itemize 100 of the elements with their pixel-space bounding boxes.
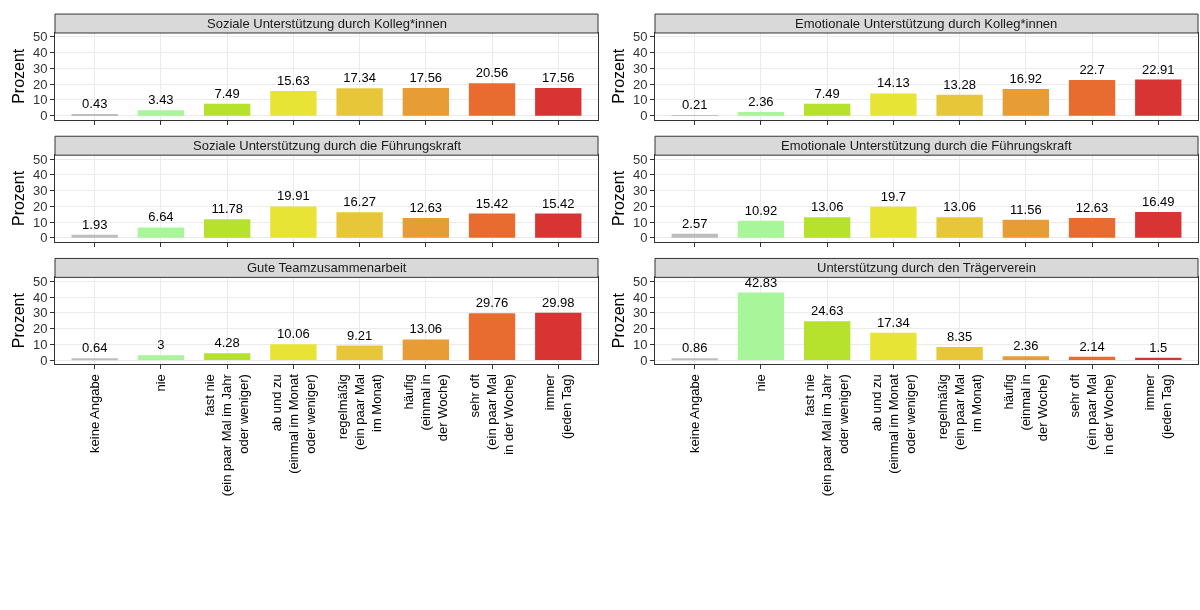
y-tick-label: 50: [32, 29, 48, 45]
x-tick-label: häufig (einmal in der Woche): [1001, 374, 1050, 442]
bar: [1002, 356, 1050, 361]
data-label: 20.56: [475, 65, 509, 81]
y-axis-title: Prozent: [9, 170, 27, 227]
y-tick-label: 50: [32, 273, 48, 289]
bar: [535, 213, 582, 238]
y-tick-label: 0: [40, 230, 48, 246]
x-tick-label: sehr oft (ein paar Mal in der Woche): [1067, 373, 1117, 455]
bar: [468, 83, 516, 116]
y-tick-label: 10: [632, 92, 648, 108]
data-label: 10.06: [277, 326, 310, 342]
y-tick-label: 20: [632, 321, 648, 337]
bar: [803, 103, 851, 116]
x-tick-label: nie: [753, 374, 769, 392]
bar: [203, 353, 251, 361]
bar: [1068, 217, 1116, 238]
bar: [737, 292, 785, 361]
bar: [402, 339, 450, 361]
bar: [1068, 79, 1116, 116]
y-tick-label: 10: [32, 92, 48, 108]
x-tick-label: fast nie (ein paar Mal im Jahr oder weniger): [202, 373, 252, 497]
bar: [936, 217, 983, 238]
bar: [671, 358, 718, 361]
chart-title: Soziale Unterstützung durch Kolleg*innen: [207, 16, 447, 31]
data-label: 13.06: [409, 321, 443, 337]
y-tick-label: 50: [632, 273, 648, 289]
bar: [870, 93, 917, 116]
y-tick-label: 10: [32, 214, 48, 230]
data-label: 7.49: [814, 85, 840, 101]
bar: [71, 358, 118, 361]
y-tick-label: 40: [32, 167, 48, 183]
data-label: 3.43: [148, 92, 174, 108]
y-tick-label: 0: [40, 352, 48, 368]
data-label: 10.92: [744, 202, 778, 218]
data-label: 13.28: [943, 76, 976, 92]
y-tick-label: 10: [32, 336, 48, 352]
data-label: 11.78: [211, 201, 243, 217]
y-tick-label: 50: [32, 151, 48, 167]
x-tick-label: keine Angabe: [686, 374, 702, 453]
y-tick-label: 20: [32, 198, 48, 214]
y-tick-label: 0: [640, 352, 648, 368]
data-label: 13.06: [943, 199, 976, 215]
bar: [803, 321, 851, 361]
data-label: 8.35: [946, 328, 973, 344]
bar: [71, 113, 118, 116]
y-tick-label: 40: [632, 167, 648, 183]
data-label: 15.63: [277, 73, 310, 89]
bar: [137, 355, 185, 361]
data-label: 6.64: [148, 209, 174, 225]
data-label: 1.5: [1149, 339, 1168, 355]
y-axis-title: Prozent: [9, 48, 27, 104]
data-label: 3: [157, 337, 165, 353]
bar: [1135, 79, 1182, 116]
bar: [203, 103, 251, 116]
chart-title: Emotionale Unterstützung durch die Führungskraft: [781, 138, 1072, 153]
data-label: 0.21: [682, 96, 708, 112]
bar: [803, 217, 851, 238]
data-label: 16.27: [343, 194, 376, 210]
y-tick-label: 30: [632, 305, 648, 321]
y-tick-label: 10: [632, 336, 648, 352]
y-tick-label: 10: [632, 214, 648, 230]
data-label: 13.06: [810, 199, 844, 215]
y-tick-label: 30: [32, 183, 48, 199]
x-tick-label: immer (jeden Tag): [542, 373, 574, 439]
x-tick-label: fast nie (ein paar Mal im Jahr oder weniger): [802, 373, 852, 497]
data-label: 29.76: [475, 295, 509, 311]
chart-title: Soziale Unterstützung durch die Führungskraft: [193, 138, 462, 153]
x-tick-label: ab und zu (einmal im Monat oder weniger): [868, 373, 918, 474]
y-tick-label: 50: [632, 29, 648, 45]
data-label: 7.49: [214, 85, 240, 101]
chart-title: Unterstützung durch den Trägerverein: [817, 260, 1036, 275]
bar: [936, 94, 983, 116]
data-label: 2.36: [748, 93, 774, 109]
bar: [737, 111, 785, 116]
data-label: 17.56: [542, 70, 575, 85]
bar: [870, 206, 917, 238]
data-label: 19.91: [277, 188, 310, 204]
y-axis-title: Prozent: [609, 292, 627, 349]
y-tick-label: 20: [632, 198, 648, 214]
bar: [336, 345, 383, 361]
bar: [270, 206, 317, 238]
x-tick-label: regelmäßig (ein paar Mal im Monat): [334, 374, 384, 451]
bar: [1002, 89, 1050, 116]
bar: [535, 88, 582, 116]
data-label: 0.43: [82, 95, 108, 111]
y-tick-label: 0: [640, 108, 648, 124]
data-label: 12.63: [1075, 199, 1109, 215]
bar: [535, 312, 582, 361]
y-tick-label: 30: [632, 60, 648, 76]
chart-title: Gute Teamzusammenarbeit: [247, 260, 407, 275]
data-label: 2.57: [682, 215, 708, 231]
data-label: 17.56: [409, 70, 443, 85]
bar: [468, 313, 516, 361]
y-axis-title: Prozent: [609, 48, 627, 104]
data-label: 0.64: [82, 340, 108, 356]
data-label: 22.91: [1142, 61, 1175, 77]
bar: [336, 212, 383, 238]
x-tick-label: häufig (einmal in der Woche): [401, 374, 450, 442]
data-label: 2.36: [1013, 338, 1039, 354]
